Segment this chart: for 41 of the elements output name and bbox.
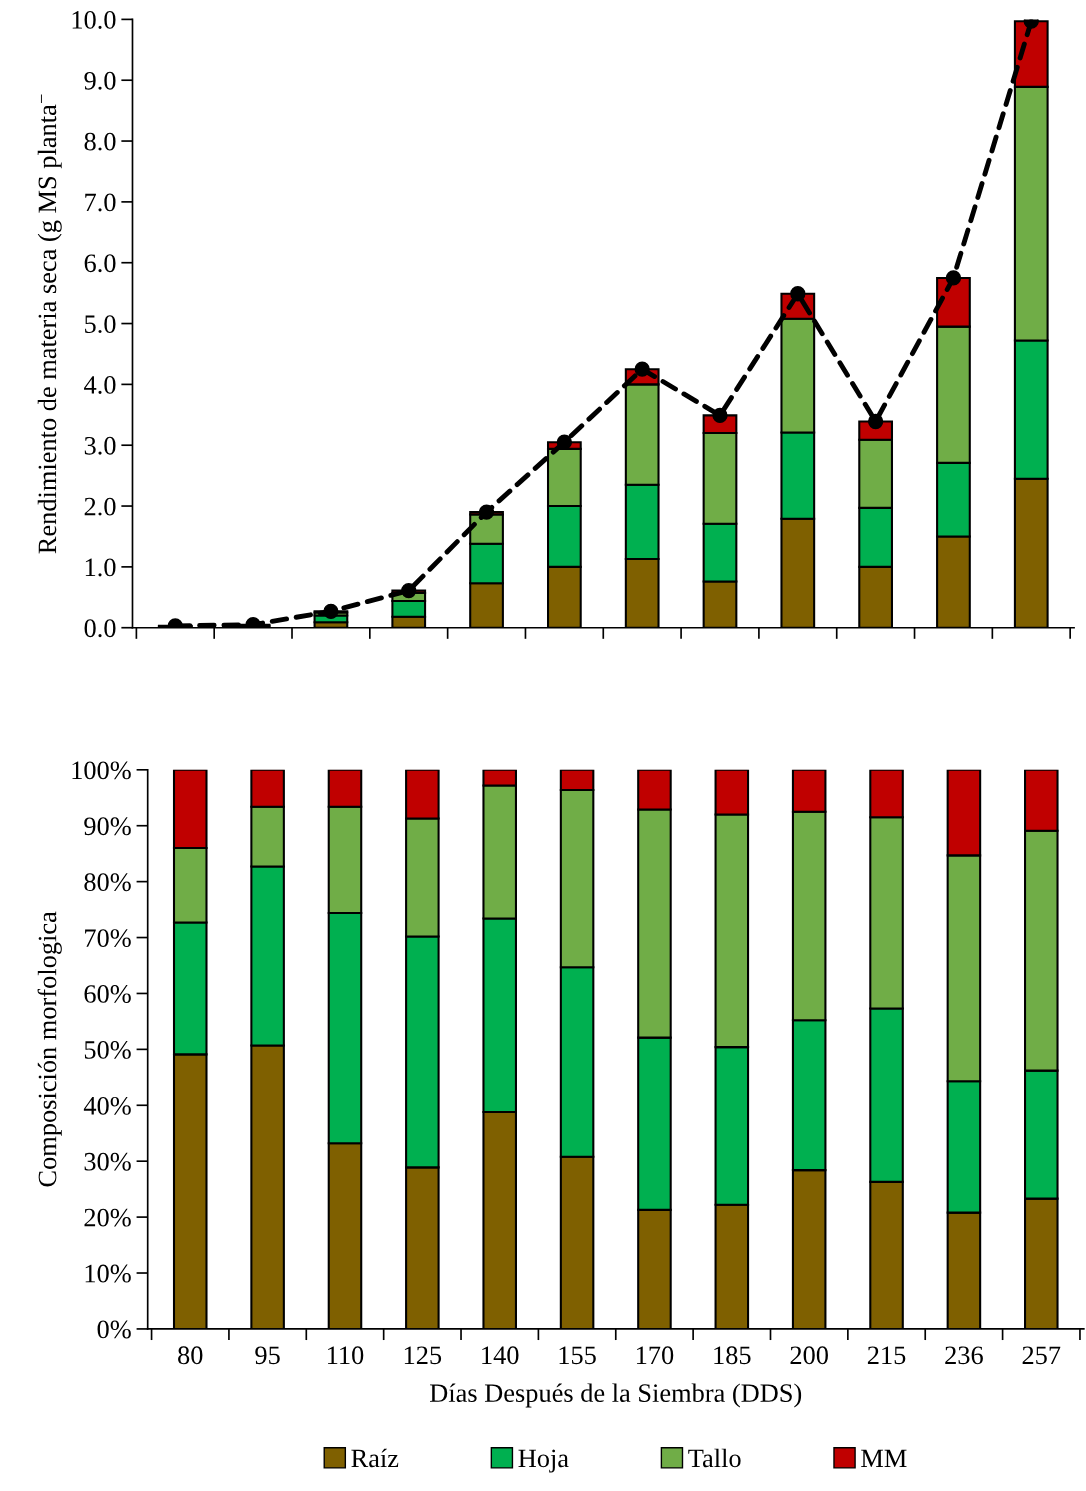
legend-label: MM bbox=[861, 1449, 907, 1467]
y-tick-label: 8.0 bbox=[84, 132, 116, 151]
y-tick-label: 60% bbox=[84, 985, 131, 1003]
legend-label: Hoja bbox=[518, 1449, 569, 1473]
x-tick-label: 215 bbox=[867, 1346, 906, 1365]
x-tick-label: 257 bbox=[1022, 1346, 1061, 1365]
y-tick-label: 3.0 bbox=[84, 436, 116, 455]
x-tick-label: 140 bbox=[482, 1346, 519, 1365]
y-tick-label: 100% bbox=[72, 761, 131, 780]
y-tick-label: 30% bbox=[84, 1152, 131, 1171]
x-tick-label: 236 bbox=[945, 1346, 983, 1365]
y-tick-label: 70% bbox=[85, 929, 131, 948]
x-tick-label: 185 bbox=[714, 1346, 751, 1365]
y-tick-label: 0.0 bbox=[84, 619, 116, 638]
y-tick-label: 80% bbox=[84, 873, 131, 892]
y-tick-label: 9.0 bbox=[84, 71, 116, 90]
x-tick-label: 155 bbox=[559, 1346, 596, 1365]
x-tick-label: 80 bbox=[178, 1346, 203, 1365]
y-tick-label: 10% bbox=[85, 1264, 131, 1283]
legend-label: Tallo bbox=[688, 1448, 741, 1468]
x-tick-label: 200 bbox=[790, 1346, 828, 1365]
y-tick-label: 20% bbox=[84, 1208, 131, 1227]
y-tick-label: 40% bbox=[83, 1096, 131, 1115]
y-tick-label: 90% bbox=[84, 817, 131, 836]
y-tick-label: 5.0 bbox=[85, 315, 116, 334]
y-tick-label: 0% bbox=[97, 1320, 131, 1339]
x-tick-label: 125 bbox=[404, 1346, 442, 1365]
y-axis-title: Rendimiento de materia seca (g MS planta$^{−}$ bbox=[37, 94, 62, 554]
x-tick-label: 170 bbox=[636, 1346, 674, 1365]
y-tick-label: 1.0 bbox=[85, 558, 116, 577]
y-tick-label: 50% bbox=[84, 1040, 131, 1059]
y-tick-label: 4.0 bbox=[84, 375, 116, 394]
y-tick-label: 2.0 bbox=[84, 497, 116, 516]
y-tick-label: 10.0 bbox=[72, 10, 116, 29]
y-axis-title: Composición morfologica bbox=[37, 911, 62, 1187]
y-tick-label: 7.0 bbox=[85, 193, 116, 212]
x-tick-label: 110 bbox=[328, 1346, 364, 1365]
x-tick-label: 95 bbox=[255, 1346, 280, 1365]
y-tick-label: 6.0 bbox=[84, 254, 116, 273]
x-axis-title: Días Después de la Siembra (DDS) bbox=[430, 1383, 802, 1408]
legend-label: Raíz bbox=[351, 1448, 399, 1468]
